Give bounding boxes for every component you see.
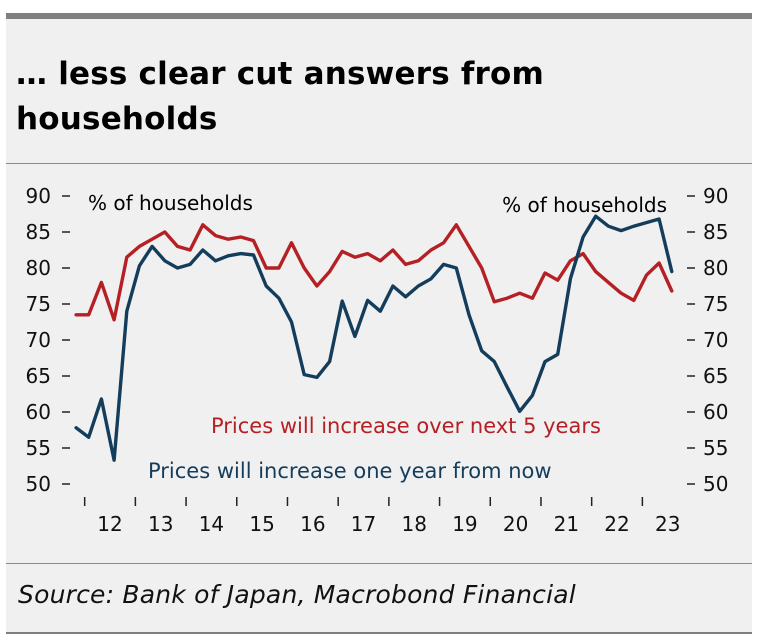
series-label-1yr: Prices will increase one year from now [148,459,552,483]
bottom-border [6,632,752,634]
x-tick-label: 20 [503,512,528,536]
x-tick-label: 13 [148,512,173,536]
y-tick-label-right: 55 [703,436,728,460]
series-line-5yr [74,223,674,322]
x-tick-label: 15 [249,512,274,536]
source-note: Source: Bank of Japan, Macrobond Financi… [18,580,576,609]
x-tick-label: 18 [401,512,426,536]
x-tick-label: 21 [554,512,579,536]
series-label-5yr: Prices will increase over next 5 years [211,414,601,438]
y-tick-label-right: 90 [703,184,728,208]
y-tick-label-left: 55 [26,436,51,460]
chart-title: … less clear cut answers from households [16,56,545,137]
y-axis-title-left: % of households [88,191,253,215]
y-tick-label-right: 75 [703,292,728,316]
series-line-1yr [74,214,674,462]
x-tick-label: 14 [199,512,224,536]
y-tick-label-left: 70 [26,328,51,352]
x-tick-label: 17 [351,512,376,536]
y-tick-label-left: 85 [26,220,51,244]
y-tick-label-right: 80 [703,256,728,280]
y-tick-label-right: 65 [703,364,728,388]
y-tick-label-left: 50 [26,472,51,496]
title-divider [6,163,752,164]
x-tick-label: 22 [604,512,629,536]
x-tick-label: 23 [655,512,680,536]
y-tick-label-left: 75 [26,292,51,316]
x-tick-label: 16 [300,512,325,536]
x-tick-label: 19 [452,512,477,536]
y-tick-label-left: 60 [26,400,51,424]
y-tick-label-right: 85 [703,220,728,244]
y-tick-label-right: 50 [703,472,728,496]
top-border [6,13,752,19]
y-tick-label-left: 65 [26,364,51,388]
y-tick-label-left: 80 [26,256,51,280]
y-tick-label-left: 90 [26,184,51,208]
axes: 50 50 55 55 60 60 65 65 70 70 75 75 80 80 85 85 90 90 12 13… [26,184,729,536]
y-tick-label-right: 70 [703,328,728,352]
y-axis-title-right: % of households [502,193,667,217]
series-lines [74,214,674,462]
source-divider [6,563,752,564]
y-tick-label-right: 60 [703,400,728,424]
chart-panel [6,13,752,633]
x-tick-label: 12 [97,512,122,536]
